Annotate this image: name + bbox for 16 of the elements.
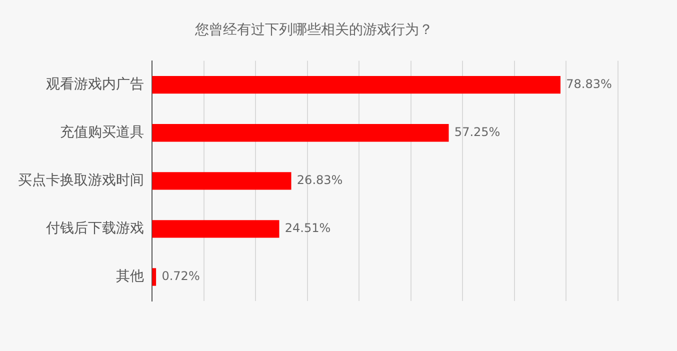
chart-title: 您曾经有过下列哪些相关的游戏行为？ — [194, 22, 433, 38]
data-label: 78.83% — [566, 76, 612, 91]
y-tick-label: 其他 — [116, 268, 144, 285]
data-label: 24.51% — [284, 221, 331, 236]
data-label: 26.83% — [296, 173, 343, 188]
bar — [152, 76, 560, 94]
y-tick-label: 买点卡换取游戏时间 — [18, 172, 144, 189]
bar — [152, 124, 449, 142]
y-tick-label: 充值购买道具 — [60, 124, 144, 140]
y-tick-label: 付钱后下载游戏 — [45, 220, 144, 237]
y-tick-label: 观看游戏内广告 — [46, 76, 144, 92]
data-label: 57.25% — [454, 124, 500, 139]
bar — [152, 268, 156, 286]
data-label: 0.72% — [162, 269, 200, 284]
bar — [152, 220, 280, 238]
bar — [152, 172, 292, 190]
